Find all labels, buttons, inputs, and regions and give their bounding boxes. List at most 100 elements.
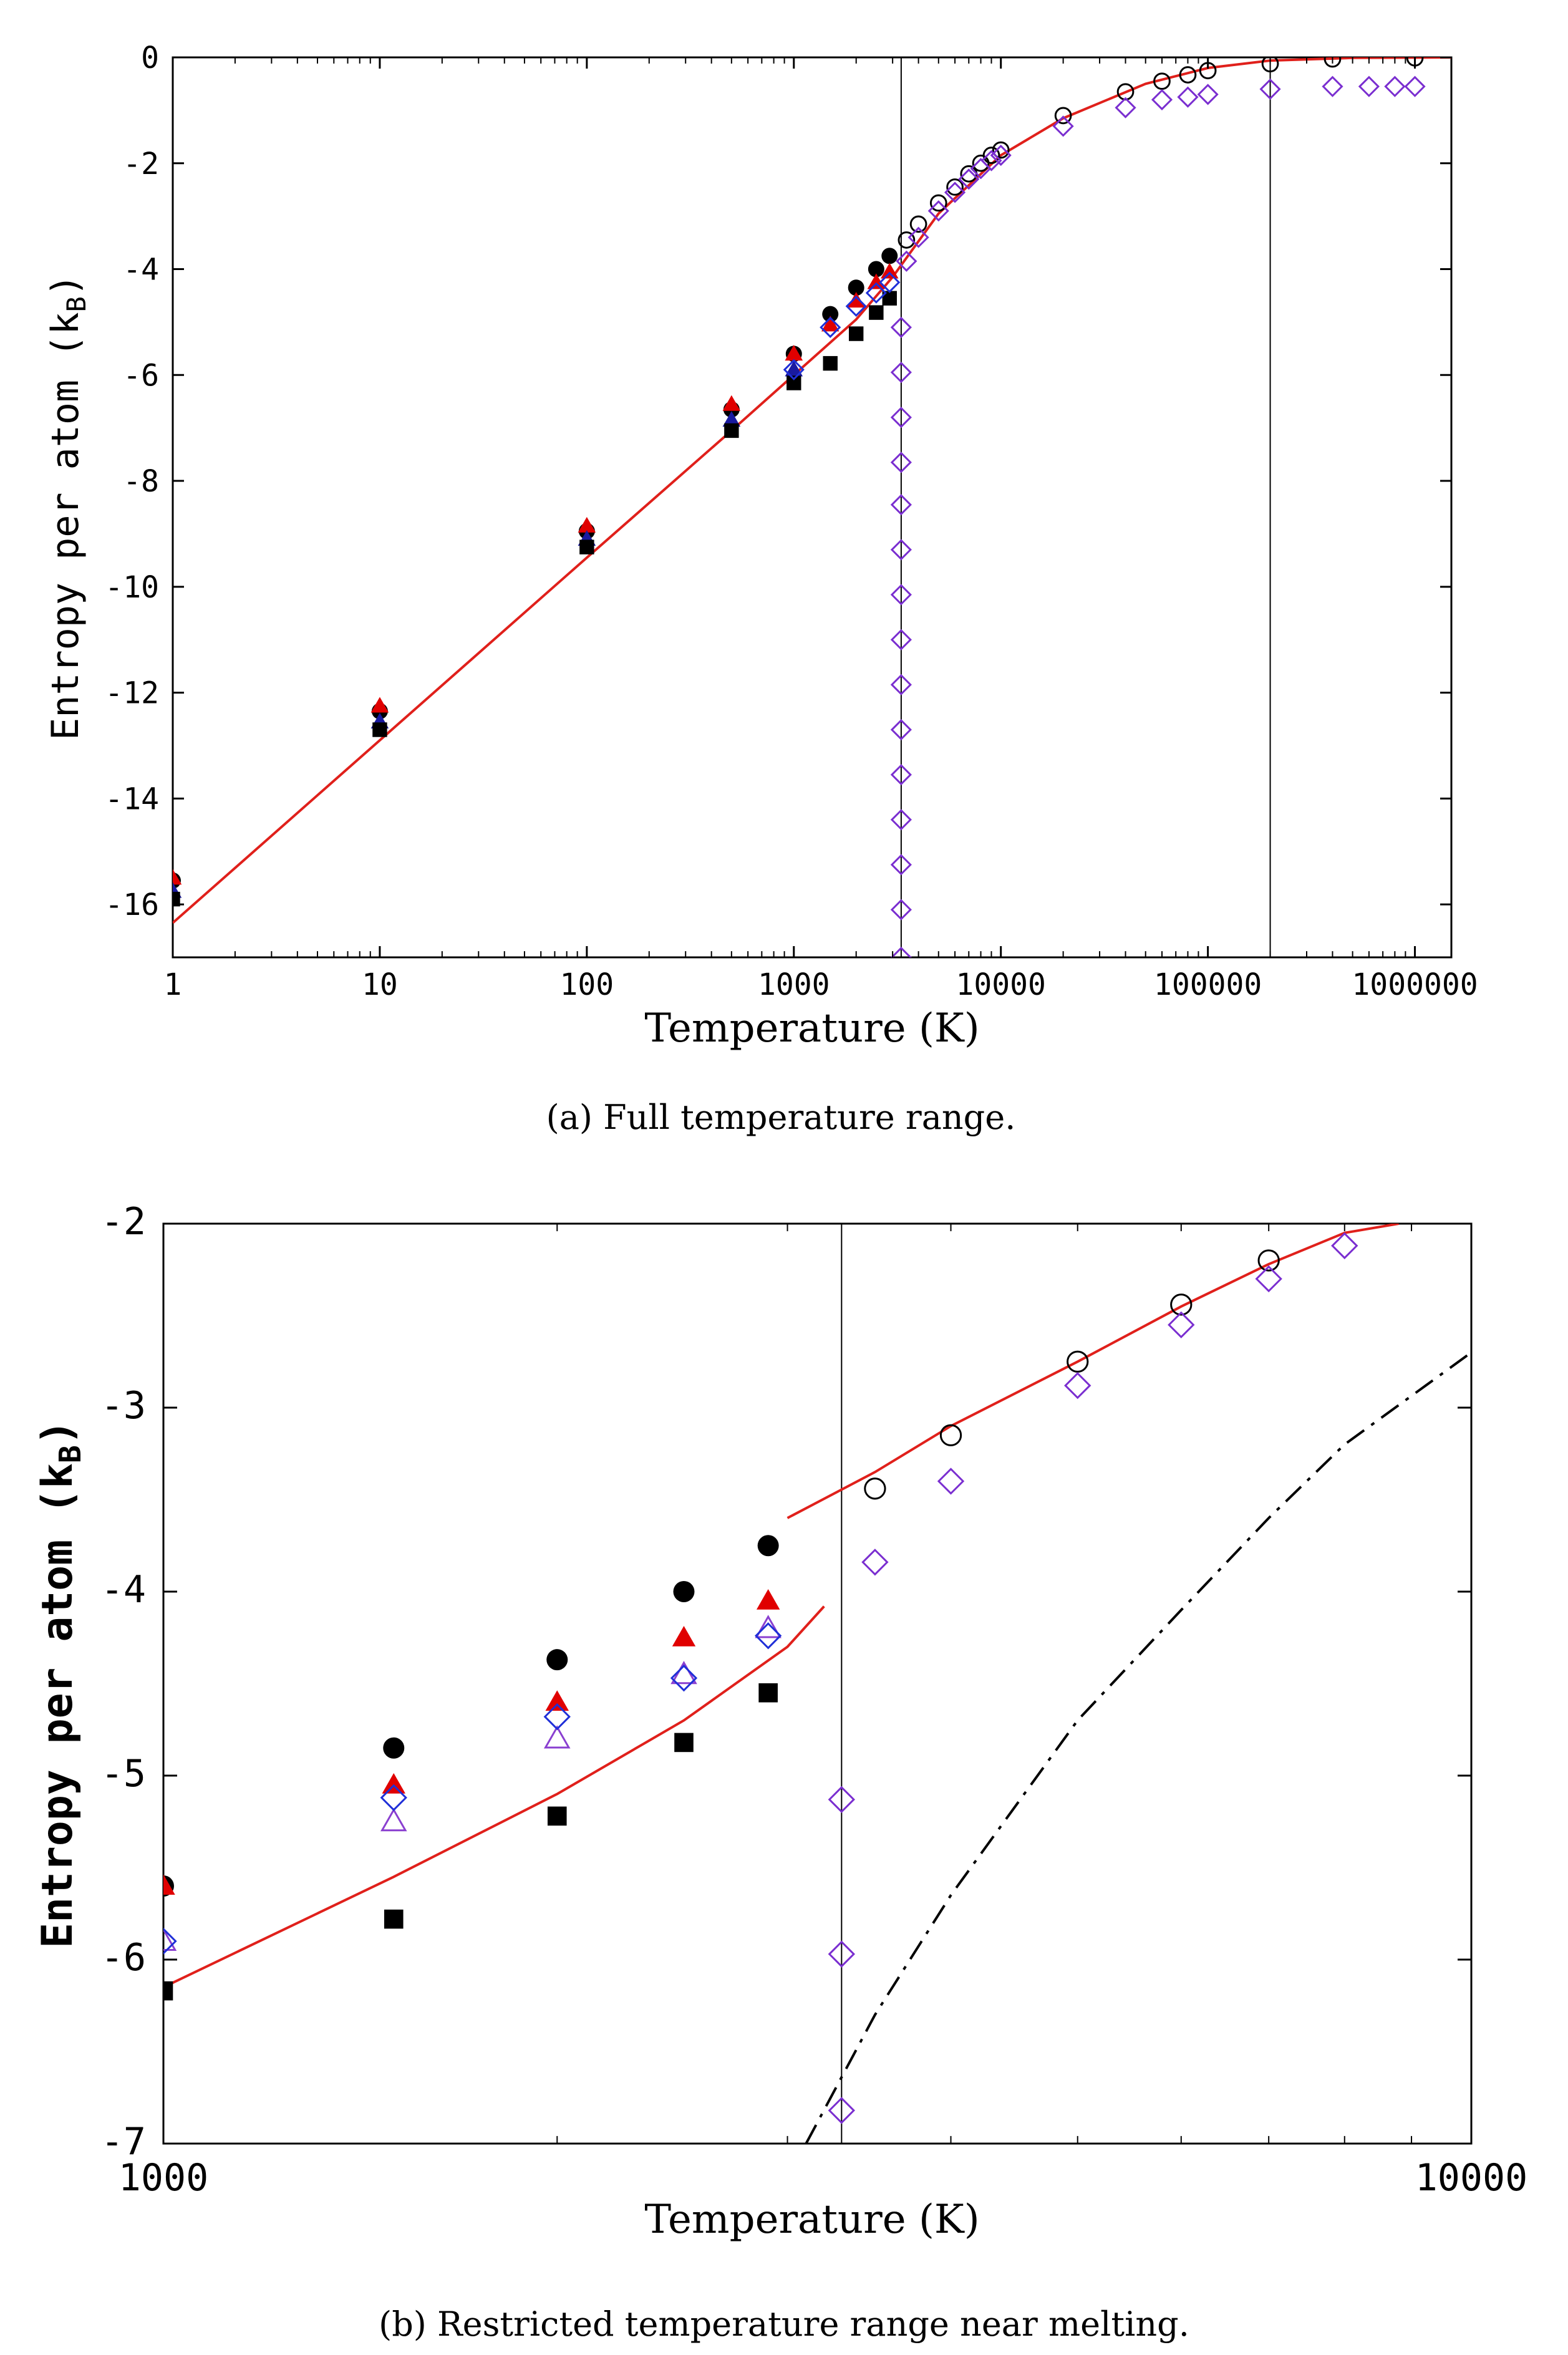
a-red-triangles-point-3 (722, 395, 741, 411)
a-open-diamonds-violet-point-12 (890, 407, 912, 428)
b-solid-squares-point-3 (674, 1733, 694, 1753)
panel-b-axes: 1000 10000 -2 -3 -4 -5 -6 -7 (101, 1200, 1528, 2200)
a-clipped-marks (173, 57, 1451, 957)
a-y-tick-label-4: -8 (123, 464, 159, 499)
a-solid-squares-point-1 (372, 722, 387, 737)
a-solid-circles-point-8 (881, 248, 898, 264)
b-y-tick-label-3: -5 (101, 1752, 146, 1796)
b-open-diamonds-violet-point-6 (1168, 1311, 1195, 1338)
a-open-diamonds-blue-point-0 (783, 359, 805, 380)
a-red-triangles-point-7 (867, 273, 886, 289)
a-open-diamonds-blue-point-4 (879, 271, 901, 293)
b-solid-circles-point-3 (673, 1581, 695, 1602)
b-open-diamonds-violet-point-5 (1064, 1371, 1091, 1400)
b-solid-squares-point-4 (758, 1683, 778, 1703)
a-solid-squares-point-8 (882, 291, 897, 306)
a-solid-squares-point-5 (823, 355, 838, 371)
b-open-triangles-point-0 (163, 1927, 177, 1951)
b-open-diamonds-violet-point-3 (861, 1549, 889, 1576)
a-red-triangles-point-6 (847, 292, 865, 308)
a-open-diamonds-violet-point-28 (1259, 78, 1281, 100)
b-red-triangles-point-3 (672, 1626, 696, 1647)
a-open-diamonds-violet-point-32 (1404, 75, 1426, 97)
a-open-circles-point-2 (929, 194, 947, 212)
panel-a-plot-frame (172, 56, 1453, 959)
a-solid-squares-point-2 (579, 539, 594, 554)
b-solid-squares-point-0 (163, 1981, 173, 2001)
a-open-circles-point-10 (1153, 72, 1171, 90)
a-open-diamonds-violet-point-29 (1322, 75, 1343, 97)
b-open-triangles-point-1 (380, 1808, 407, 1832)
panel-b-caption: (b) Restricted temperature range near me… (379, 2304, 1189, 2344)
a-y-tick-label-0: 0 (141, 41, 159, 75)
b-x-tick-label-0: 1000 (119, 2156, 209, 2200)
a-open-diamonds-blue-point-1 (820, 316, 841, 338)
a-open-diamonds-violet-point-31 (1384, 75, 1406, 97)
b-open-circles-point-4 (1257, 1249, 1280, 1272)
a-solid-circles-point-5 (822, 306, 839, 322)
a-open-diamonds-violet-point-17 (927, 200, 949, 222)
b-open-circles-point-1 (939, 1424, 962, 1446)
a-open-circles-point-7 (992, 141, 1010, 159)
a-solid-squares-point-4 (786, 375, 801, 390)
a-red-triangles-point-1 (370, 697, 389, 713)
a-solid-squares-point-6 (848, 326, 864, 341)
a-y-tick-label-7: -14 (105, 781, 159, 816)
b-solid-fit-curve (163, 1605, 825, 1989)
a-open-circles-point-14 (1324, 57, 1342, 68)
panel-b-y-label-end: ) (33, 1419, 82, 1445)
a-open-diamonds-violet-point-0 (890, 946, 912, 957)
b-y-tick-label-5: -7 (101, 2120, 146, 2164)
b-open-triangles-point-2 (543, 1725, 571, 1749)
a-open-diamonds-violet-point-19 (958, 168, 980, 190)
a-red-triangles-point-5 (821, 316, 840, 332)
panel-b-plot-frame (162, 1222, 1473, 2145)
a-open-diamonds-blue-point-3 (865, 282, 887, 304)
b-open-diamonds-violet-point-4 (937, 1468, 965, 1495)
a-solid-circles-point-7 (868, 261, 884, 278)
a-solid-squares-point-3 (724, 423, 739, 438)
panel-b-y-label-sub: B (53, 1445, 88, 1463)
a-open-circles-point-0 (898, 231, 916, 249)
b-red-triangles-point-1 (382, 1773, 405, 1794)
a-x-tick-label-5: 100000 (1154, 967, 1262, 1002)
b-open-diamonds-violet-point-8 (1331, 1232, 1358, 1260)
b-open-diamonds-blue-point-3 (670, 1664, 698, 1692)
panel-a-y-label-end: ) (44, 274, 87, 296)
a-x-tick-label-6: 1000000 (1352, 967, 1478, 1002)
a-open-diamonds-violet-point-15 (896, 250, 917, 272)
b-open-circles-point-0 (864, 1477, 886, 1500)
panel-a-x-axis-label: Temperature (K) (644, 1005, 979, 1052)
a-open-diamonds-violet-point-7 (890, 629, 912, 650)
b-liquid-fit-curve (786, 1224, 1399, 1519)
b-open-circles-point-3 (1170, 1294, 1193, 1316)
a-red-triangles-point-0 (173, 869, 182, 885)
panel-b-near-melting: 1000 10000 -2 -3 -4 -5 -6 -7 Temperature (K) En… (33, 1200, 1527, 2344)
panel-a-caption: (a) Full temperature range. (546, 1098, 1016, 1137)
a-y-tick-label-5: -10 (105, 570, 159, 605)
a-x-tick-label-1: 10 (362, 967, 398, 1002)
b-y-tick-label-0: -2 (101, 1200, 146, 1244)
a-open-circles-point-8 (1054, 107, 1072, 125)
b-solid-circles-point-2 (546, 1649, 568, 1671)
a-red-triangles-point-4 (785, 345, 803, 361)
a-open-diamonds-violet-point-23 (1052, 115, 1074, 137)
panel-a-y-label-main: Entropy per atom (k (44, 312, 87, 740)
b-open-diamonds-blue-point-2 (543, 1703, 571, 1731)
a-open-circles-point-13 (1261, 57, 1279, 73)
a-fit-line-curve (173, 57, 1451, 924)
a-open-diamonds-violet-point-6 (890, 674, 912, 695)
a-open-diamonds-violet-point-21 (980, 150, 1002, 172)
a-open-diamonds-violet-point-18 (944, 181, 966, 203)
a-open-diamonds-blue-point-2 (845, 295, 867, 317)
panel-b-data-layer (163, 1224, 1471, 2144)
panel-a-y-label-sub: B (61, 296, 92, 312)
a-y-tick-label-3: -6 (123, 358, 159, 393)
a-open-diamonds-violet-point-4 (890, 764, 912, 786)
b-y-tick-label-2: -4 (101, 1568, 146, 1612)
b-x-tick-label-1: 10000 (1415, 2156, 1528, 2200)
b-solid-squares-point-1 (384, 1909, 404, 1929)
a-open-circles-point-6 (982, 147, 1000, 164)
a-open-diamonds-violet-point-11 (890, 452, 912, 473)
